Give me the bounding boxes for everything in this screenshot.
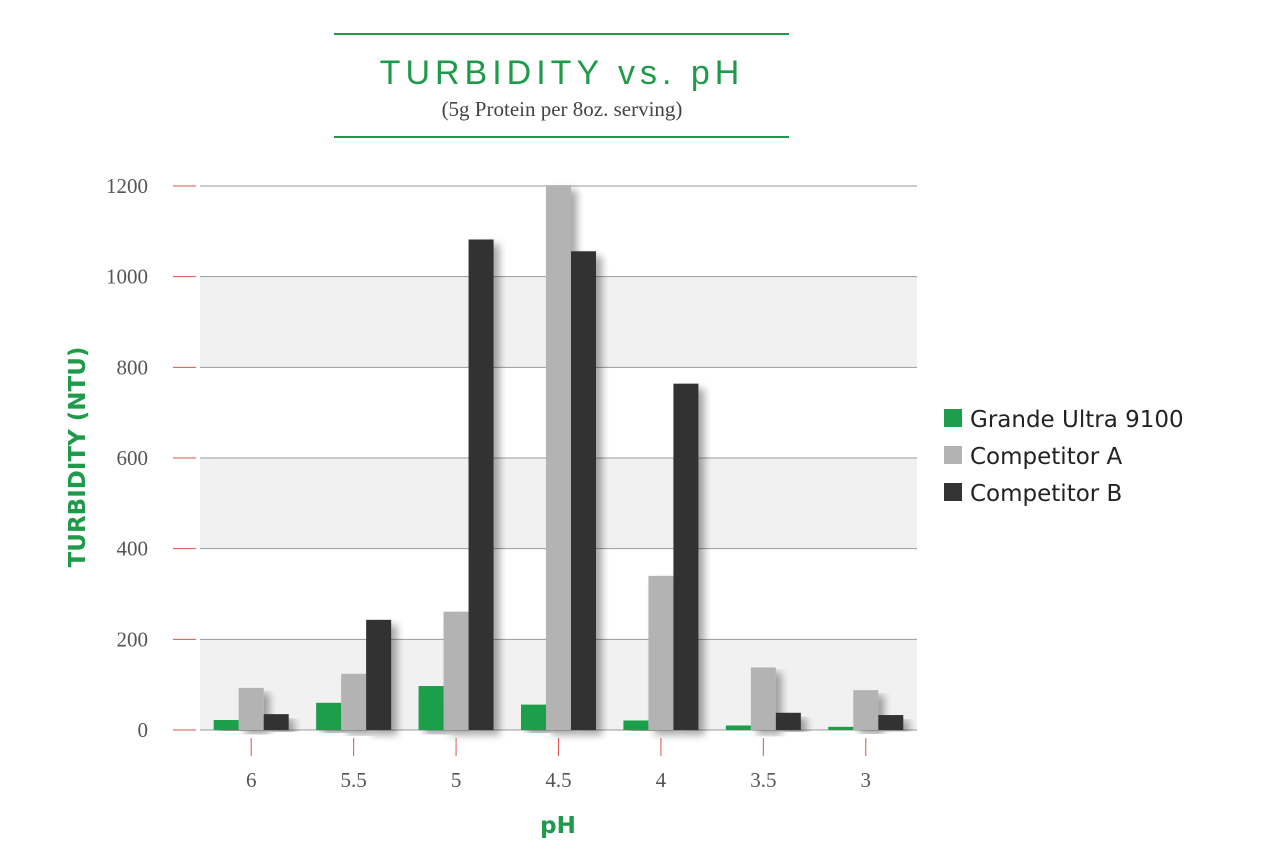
bar-grande-ultra-9100-4	[623, 720, 649, 730]
chart-title: TURBIDITY vs. pH	[380, 54, 745, 92]
y-tick-label: 1200	[106, 174, 148, 198]
x-tick-label: 4.5	[545, 768, 571, 792]
bar-competitor-a-3-5	[750, 667, 776, 730]
bar-grande-ultra-9100-4-5	[521, 704, 546, 730]
bar-competitor-a-3	[853, 690, 879, 730]
legend: Grande Ultra 9100 Competitor A Competitor …	[944, 407, 1184, 507]
bar-grande-ultra-9100-6	[213, 720, 239, 730]
x-tick-label: 5	[451, 768, 462, 792]
bar-grande-ultra-9100-5	[418, 686, 444, 730]
bar-competitor-b-6	[263, 714, 289, 730]
bar-competitor-a-6	[238, 687, 264, 730]
chart-subtitle: (5g Protein per 8oz. serving)	[442, 97, 683, 121]
x-tick-label: 6	[246, 768, 257, 792]
bar-competitor-a-5-5	[341, 673, 367, 730]
bar-competitor-b-3	[878, 715, 904, 730]
y-tick-label: 600	[117, 446, 149, 470]
x-tick-label: 3.5	[750, 768, 776, 792]
bar-grande-ultra-9100-3-5	[725, 725, 751, 730]
bar-grande-ultra-9100-5-5	[316, 702, 342, 730]
legend-swatch	[944, 409, 962, 427]
y-tick-label: 0	[138, 718, 149, 742]
bars	[213, 185, 904, 731]
x-tick-label: 4	[656, 768, 667, 792]
x-tick-label: 3	[861, 768, 872, 792]
bar-competitor-b-3-5	[775, 712, 801, 730]
legend-label: Competitor B	[970, 481, 1122, 507]
legend-label: Grande Ultra 9100	[970, 407, 1184, 433]
bar-competitor-a-4	[648, 575, 674, 730]
x-axis-title: pH	[540, 813, 576, 839]
legend-swatch	[944, 483, 962, 501]
bar-grande-ultra-9100-3	[828, 726, 854, 730]
bar-competitor-a-4-5	[546, 185, 571, 731]
y-tick-label: 800	[117, 355, 149, 379]
bar-competitor-b-5-5	[366, 619, 392, 730]
bar-competitor-b-4-5	[571, 251, 596, 730]
legend-label: Competitor A	[970, 444, 1123, 470]
bar-competitor-a-5	[443, 611, 469, 730]
bar-competitor-b-5	[468, 239, 494, 730]
y-axis-title: TURBIDITY (NTU)	[65, 347, 91, 568]
legend-swatch	[944, 446, 962, 464]
y-tick-label: 200	[117, 627, 149, 651]
y-tick-label: 1000	[106, 265, 148, 289]
y-axis-ticks: 0 200 400 600 800 1000 1200	[106, 174, 196, 742]
y-tick-label: 400	[117, 537, 149, 561]
x-axis-ticks: 6 5.5 5 4.5 4 3.5 3	[246, 738, 871, 792]
x-tick-label: 5.5	[341, 768, 367, 792]
bar-competitor-b-4	[673, 383, 699, 730]
